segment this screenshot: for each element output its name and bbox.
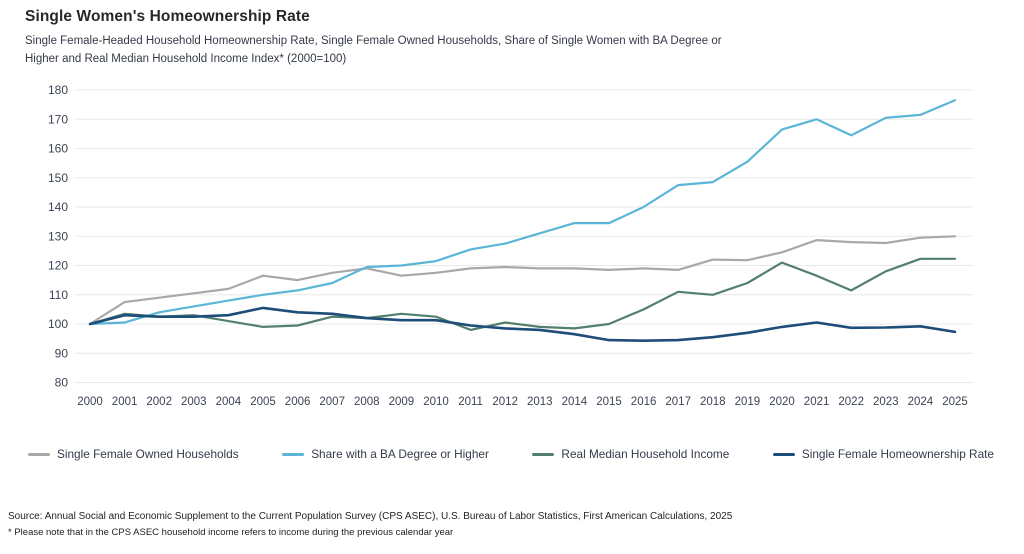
x-tick-label: 2002 bbox=[146, 396, 172, 408]
x-tick-label: 2005 bbox=[250, 396, 276, 408]
y-tick-label: 180 bbox=[48, 83, 68, 97]
footnote-text: * Please note that in the CPS ASEC house… bbox=[8, 527, 454, 538]
x-tick-label: 2013 bbox=[527, 396, 553, 408]
x-tick-label: 2012 bbox=[492, 396, 518, 408]
legend-label-share-with-a-ba-degree-or-higher: Share with a BA Degree or Higher bbox=[311, 447, 489, 461]
series-line-single-female-owned-households bbox=[88, 235, 957, 326]
x-tick-label: 2007 bbox=[319, 396, 345, 408]
x-tick-label: 2015 bbox=[596, 396, 622, 408]
legend-item-real-median-household-income: Real Median Household Income bbox=[532, 447, 729, 461]
x-tick-label: 2009 bbox=[389, 396, 415, 408]
page-title: Single Women's Homeownership Rate bbox=[25, 8, 310, 25]
chart-subtitle: Single Female-Headed Household Homeowner… bbox=[25, 32, 722, 68]
x-tick-label: 2008 bbox=[354, 396, 380, 408]
x-tick-label: 2004 bbox=[216, 396, 242, 408]
x-tick-label: 2010 bbox=[423, 396, 449, 408]
series-line-share-with-a-ba-degree-or-higher bbox=[88, 99, 957, 326]
y-tick-label: 90 bbox=[55, 346, 69, 360]
y-tick-label: 150 bbox=[48, 171, 68, 185]
x-tick-label: 2023 bbox=[873, 396, 899, 408]
legend-label-single-female-owned-households: Single Female Owned Households bbox=[57, 447, 239, 461]
x-tick-label: 2019 bbox=[735, 396, 761, 408]
x-tick-label: 2025 bbox=[942, 396, 968, 408]
y-tick-label: 100 bbox=[48, 317, 68, 331]
x-tick-label: 2022 bbox=[838, 396, 864, 408]
y-tick-label: 80 bbox=[55, 376, 69, 390]
x-tick-label: 2017 bbox=[665, 396, 691, 408]
chart-legend: Single Female Owned Households Share with… bbox=[28, 447, 994, 461]
series-line-single-female-homeownership-rate bbox=[88, 306, 957, 343]
x-tick-label: 2024 bbox=[908, 396, 934, 408]
legend-swatch-share-with-a-ba-degree-or-higher bbox=[282, 452, 305, 456]
x-tick-label: 2001 bbox=[112, 396, 138, 408]
y-tick-label: 170 bbox=[48, 112, 68, 126]
x-tick-label: 2011 bbox=[458, 396, 483, 408]
chart-subtitle-line-1: Single Female-Headed Household Homeowner… bbox=[25, 35, 722, 47]
y-tick-label: 120 bbox=[48, 259, 68, 273]
x-tick-label: 2006 bbox=[285, 396, 311, 408]
chart-subtitle-line-2: Higher and Real Median Household Income … bbox=[25, 53, 347, 65]
y-tick-label: 160 bbox=[48, 142, 68, 156]
legend-swatch-real-median-household-income bbox=[532, 452, 555, 456]
legend-label-single-female-homeownership-rate: Single Female Homeownership Rate bbox=[801, 447, 994, 461]
line-chart: 80 90 100 110 120 130 140 150 160 170 180 2000 2001 2… bbox=[48, 83, 973, 408]
legend-label-real-median-household-income: Real Median Household Income bbox=[561, 447, 730, 461]
series-line-real-median-household-income bbox=[88, 257, 957, 331]
x-tick-label: 2000 bbox=[77, 396, 103, 408]
legend-swatch-single-female-owned-households bbox=[28, 452, 50, 456]
legend-swatch-single-female-homeownership-rate bbox=[772, 452, 795, 456]
x-tick-label: 2021 bbox=[804, 396, 830, 408]
y-tick-label: 110 bbox=[49, 288, 68, 302]
x-tick-label: 2014 bbox=[562, 396, 588, 408]
x-tick-label: 2020 bbox=[769, 396, 795, 408]
x-tick-label: 2016 bbox=[631, 396, 657, 408]
legend-item-single-female-homeownership-rate: Single Female Homeownership Rate bbox=[772, 447, 994, 461]
y-tick-label: 140 bbox=[48, 200, 68, 214]
source-text: Source: Annual Social and Economic Suppl… bbox=[8, 511, 733, 522]
legend-item-share-with-a-ba-degree-or-higher: Share with a BA Degree or Higher bbox=[282, 447, 489, 461]
x-tick-label: 2018 bbox=[700, 396, 726, 408]
legend-item-single-female-owned-households: Single Female Owned Households bbox=[28, 447, 239, 461]
y-tick-label: 130 bbox=[48, 229, 68, 243]
x-tick-label: 2003 bbox=[181, 396, 207, 408]
